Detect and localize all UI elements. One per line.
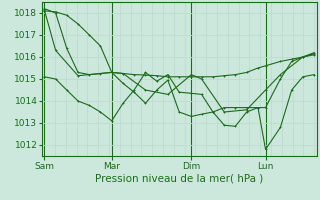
X-axis label: Pression niveau de la mer( hPa ): Pression niveau de la mer( hPa ): [95, 173, 263, 183]
